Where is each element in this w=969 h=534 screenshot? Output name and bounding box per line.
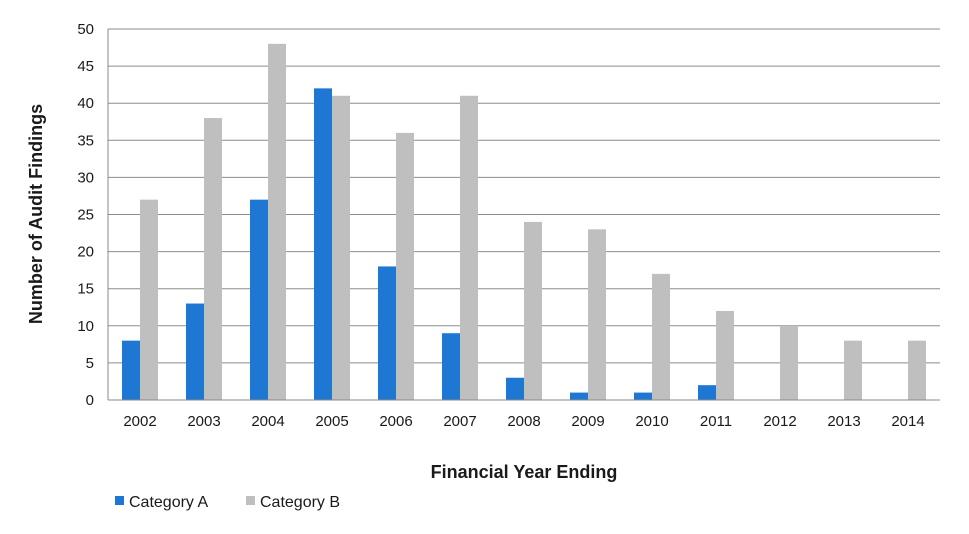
y-tick-label: 50	[77, 21, 94, 38]
y-tick-label: 45	[77, 58, 94, 75]
x-tick-label: 2004	[251, 413, 284, 430]
bar-category-a-2003	[186, 303, 204, 400]
bar-category-a-2006	[378, 266, 396, 400]
x-tick-labels: 2002 2003 2004 2005 2006 2007 2008 2009 2010 2011…	[123, 413, 924, 430]
legend-swatch	[115, 496, 124, 505]
y-tick-label: 10	[77, 318, 94, 335]
bar-category-a-2005	[314, 88, 332, 401]
bar-category-a-2007	[442, 333, 460, 400]
x-tick-label: 2005	[315, 413, 348, 430]
bar-category-a-2011	[698, 385, 716, 400]
y-tick-label: 15	[77, 281, 94, 298]
legend-label: Category A	[129, 494, 208, 511]
y-tick-label: 25	[77, 207, 94, 224]
y-tick-label: 40	[77, 95, 94, 112]
bar-category-b-2007	[460, 95, 478, 400]
bar-category-b-2009	[588, 229, 606, 400]
x-tick-label: 2010	[635, 413, 668, 430]
x-tick-label: 2009	[571, 413, 604, 430]
x-axis-title: Financial Year Ending	[431, 462, 618, 482]
bar-category-a-2010	[634, 392, 652, 400]
x-tick-label: 2011	[700, 413, 732, 430]
bar-category-a-2004	[250, 199, 268, 400]
x-tick-label: 2003	[187, 413, 220, 430]
bar-category-b-2011	[716, 310, 734, 400]
bar-category-b-2010	[652, 273, 670, 400]
bar-category-a-2008	[506, 377, 524, 400]
bar-category-b-2004	[268, 43, 286, 401]
bar-category-b-2002	[140, 199, 158, 400]
y-tick-label: 20	[77, 244, 94, 261]
bar-category-b-2008	[524, 221, 542, 400]
x-tick-label: 2006	[379, 413, 412, 430]
x-tick-label: 2007	[443, 413, 476, 430]
bar-category-b-2013	[844, 340, 862, 400]
bar-category-b-2012	[780, 325, 798, 400]
y-axis-title: Number of Audit Findings	[26, 104, 46, 324]
legend: Category A Category B	[115, 494, 340, 511]
legend-label: Category B	[260, 494, 340, 511]
y-tick-label: 0	[86, 392, 94, 409]
y-tick-label: 35	[77, 132, 94, 149]
bar-category-a-2009	[570, 392, 588, 400]
x-tick-label: 2008	[507, 413, 540, 430]
bars	[122, 43, 926, 401]
y-tick-label: 5	[86, 355, 94, 372]
x-tick-label: 2013	[827, 413, 860, 430]
bar-category-b-2003	[204, 118, 222, 400]
gridlines	[108, 28, 940, 364]
x-tick-label: 2014	[891, 413, 924, 430]
x-tick-label: 2002	[123, 413, 156, 430]
bar-category-a-2002	[122, 340, 140, 400]
bar-category-b-2006	[396, 132, 414, 400]
bar-category-b-2005	[332, 95, 350, 400]
y-tick-label: 30	[77, 169, 94, 186]
bar-category-b-2014	[908, 340, 926, 400]
x-tick-label: 2012	[763, 413, 796, 430]
y-tick-labels: 0 5 10 15 20 25 30 35 40 45 50	[77, 21, 94, 409]
legend-swatch	[246, 496, 255, 505]
